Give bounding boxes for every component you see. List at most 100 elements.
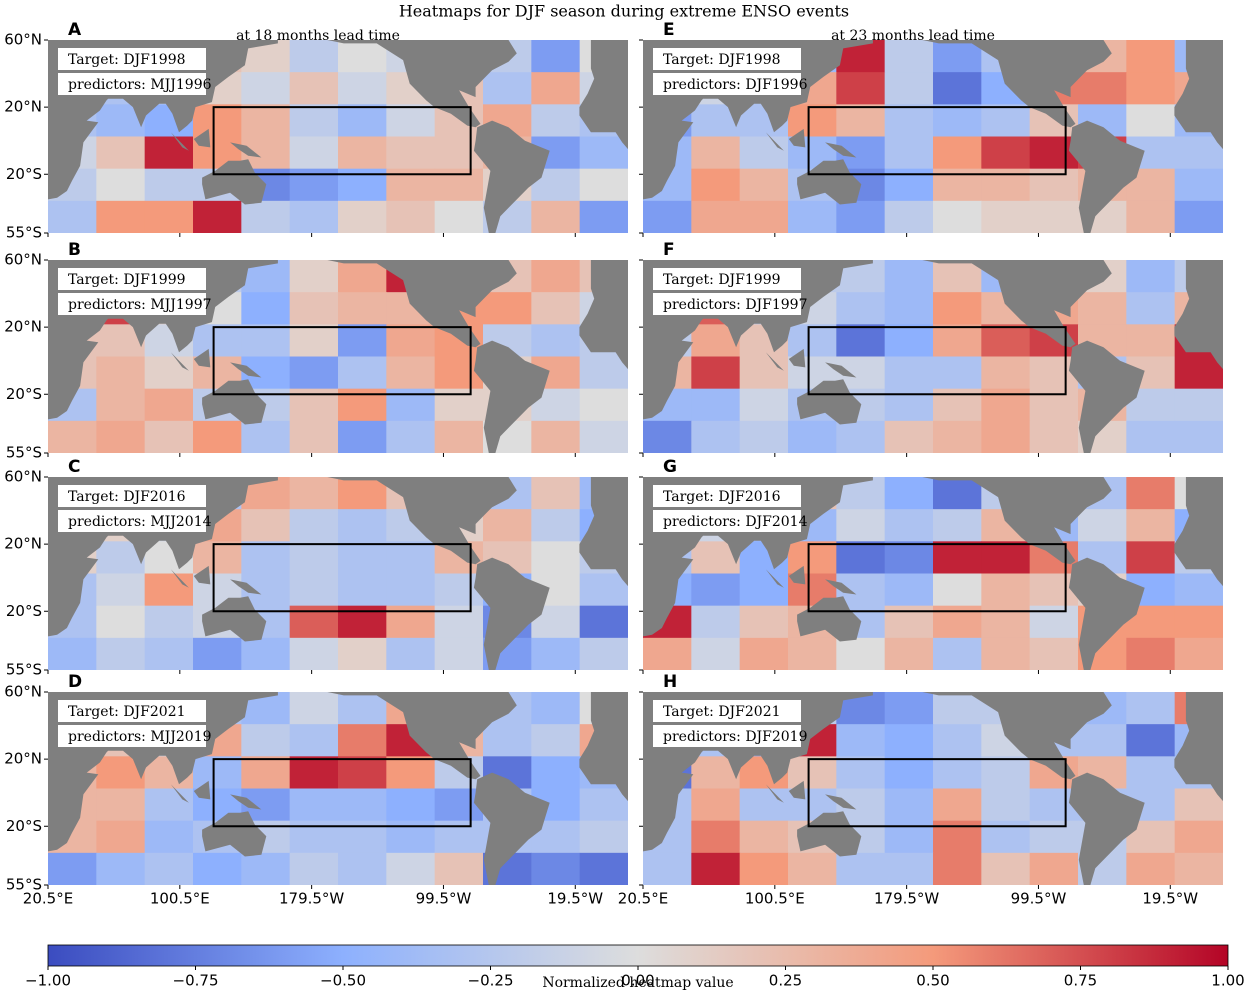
heat-cell (144, 573, 194, 607)
heat-cell (643, 852, 692, 885)
heat-cell (386, 637, 436, 670)
heat-cell (691, 168, 741, 202)
colorbar-tick-label: 1.00 (1211, 972, 1244, 990)
land (170, 132, 189, 151)
heat-cell (933, 356, 982, 390)
heat-cell (1174, 388, 1223, 422)
heat-cell (691, 388, 741, 422)
land (193, 565, 211, 585)
y-tick-label: 20°N (4, 750, 42, 768)
heat-cell (483, 509, 532, 542)
colorbar (47, 944, 1229, 967)
x-tick-label: 179.5°W (279, 890, 344, 908)
heat-cell (788, 637, 837, 670)
heat-cell (739, 605, 789, 639)
heat-cell (289, 72, 339, 105)
heat-cell (289, 573, 339, 607)
predictors-label: predictors: DJF2014 (663, 514, 808, 530)
heat-cell (836, 509, 886, 542)
y-tick-label: 20°S (6, 817, 42, 835)
heat-cell (1174, 420, 1223, 453)
figure-title: Heatmaps for DJF season during extreme E… (399, 2, 849, 21)
heat-cell (241, 852, 291, 885)
heat-cell (788, 200, 837, 233)
land (473, 772, 550, 885)
heat-cell (643, 420, 692, 453)
heat-cell (1174, 136, 1223, 170)
heat-cell (933, 260, 982, 293)
heat-cell (739, 168, 789, 202)
heat-cell (241, 72, 291, 105)
legend-box (653, 485, 801, 507)
y-tick-label: 55°S (6, 444, 42, 462)
heat-cell (981, 104, 1031, 137)
heat-cell (144, 788, 194, 822)
legend-box (58, 485, 206, 507)
heat-cell (884, 724, 934, 757)
land (1068, 557, 1145, 670)
heat-cell (386, 541, 436, 574)
nino-box (212, 543, 472, 613)
heat-cell (96, 420, 146, 453)
heat-cell (386, 356, 436, 390)
land (788, 780, 806, 800)
heat-cell (483, 724, 532, 757)
target-label: Target: DJF2021 (68, 704, 186, 720)
heat-cell (884, 852, 934, 885)
heat-cell (1126, 852, 1176, 885)
legend-box (653, 73, 801, 95)
heat-cell (739, 852, 789, 885)
heat-cell (884, 324, 934, 357)
heat-cell (691, 356, 741, 390)
heat-cell (48, 852, 97, 885)
land (193, 128, 211, 148)
heat-cell (144, 356, 194, 390)
heat-cell (289, 637, 339, 670)
heat-cell (96, 136, 146, 170)
land (797, 596, 862, 642)
land (797, 811, 862, 857)
y-tick-label: 55°S (6, 876, 42, 894)
heat-cell (579, 136, 628, 170)
heat-cell (884, 541, 934, 574)
heat-cell (788, 420, 837, 453)
heat-cell (531, 756, 581, 789)
land (1174, 260, 1223, 370)
heat-cell (739, 573, 789, 607)
heat-cell (933, 509, 982, 542)
heat-cell (434, 637, 484, 670)
heat-cell (96, 356, 146, 390)
heat-cell (579, 356, 628, 390)
heat-cell (933, 724, 982, 757)
heat-cell (739, 420, 789, 453)
heat-cell (691, 136, 741, 170)
heat-cell (788, 541, 837, 574)
heat-cell (144, 168, 194, 202)
heat-cell (434, 573, 484, 607)
heat-cell (338, 477, 387, 510)
heat-cell (788, 852, 837, 885)
heat-cell (884, 72, 934, 105)
heat-cell (981, 324, 1031, 357)
heat-cell (933, 541, 982, 574)
heat-cell (739, 356, 789, 390)
heat-cell (836, 292, 886, 325)
heat-cell (933, 420, 982, 453)
heat-cell (193, 200, 242, 233)
heat-cell (289, 420, 339, 453)
heat-cell (1078, 292, 1127, 325)
heat-cell (1126, 40, 1176, 73)
heat-cell (386, 104, 436, 137)
heat-cell (981, 788, 1031, 822)
land (579, 260, 628, 370)
land (797, 379, 862, 425)
panel-label: C (68, 457, 80, 477)
target-label: Target: DJF1999 (663, 272, 781, 288)
heat-cell (48, 200, 97, 233)
heat-cell (1126, 200, 1176, 233)
x-tick-label: 19.5°W (547, 890, 603, 908)
heat-cell (96, 820, 146, 854)
heat-cell (144, 637, 194, 670)
legend-box (653, 700, 801, 722)
heat-cell (691, 200, 741, 233)
